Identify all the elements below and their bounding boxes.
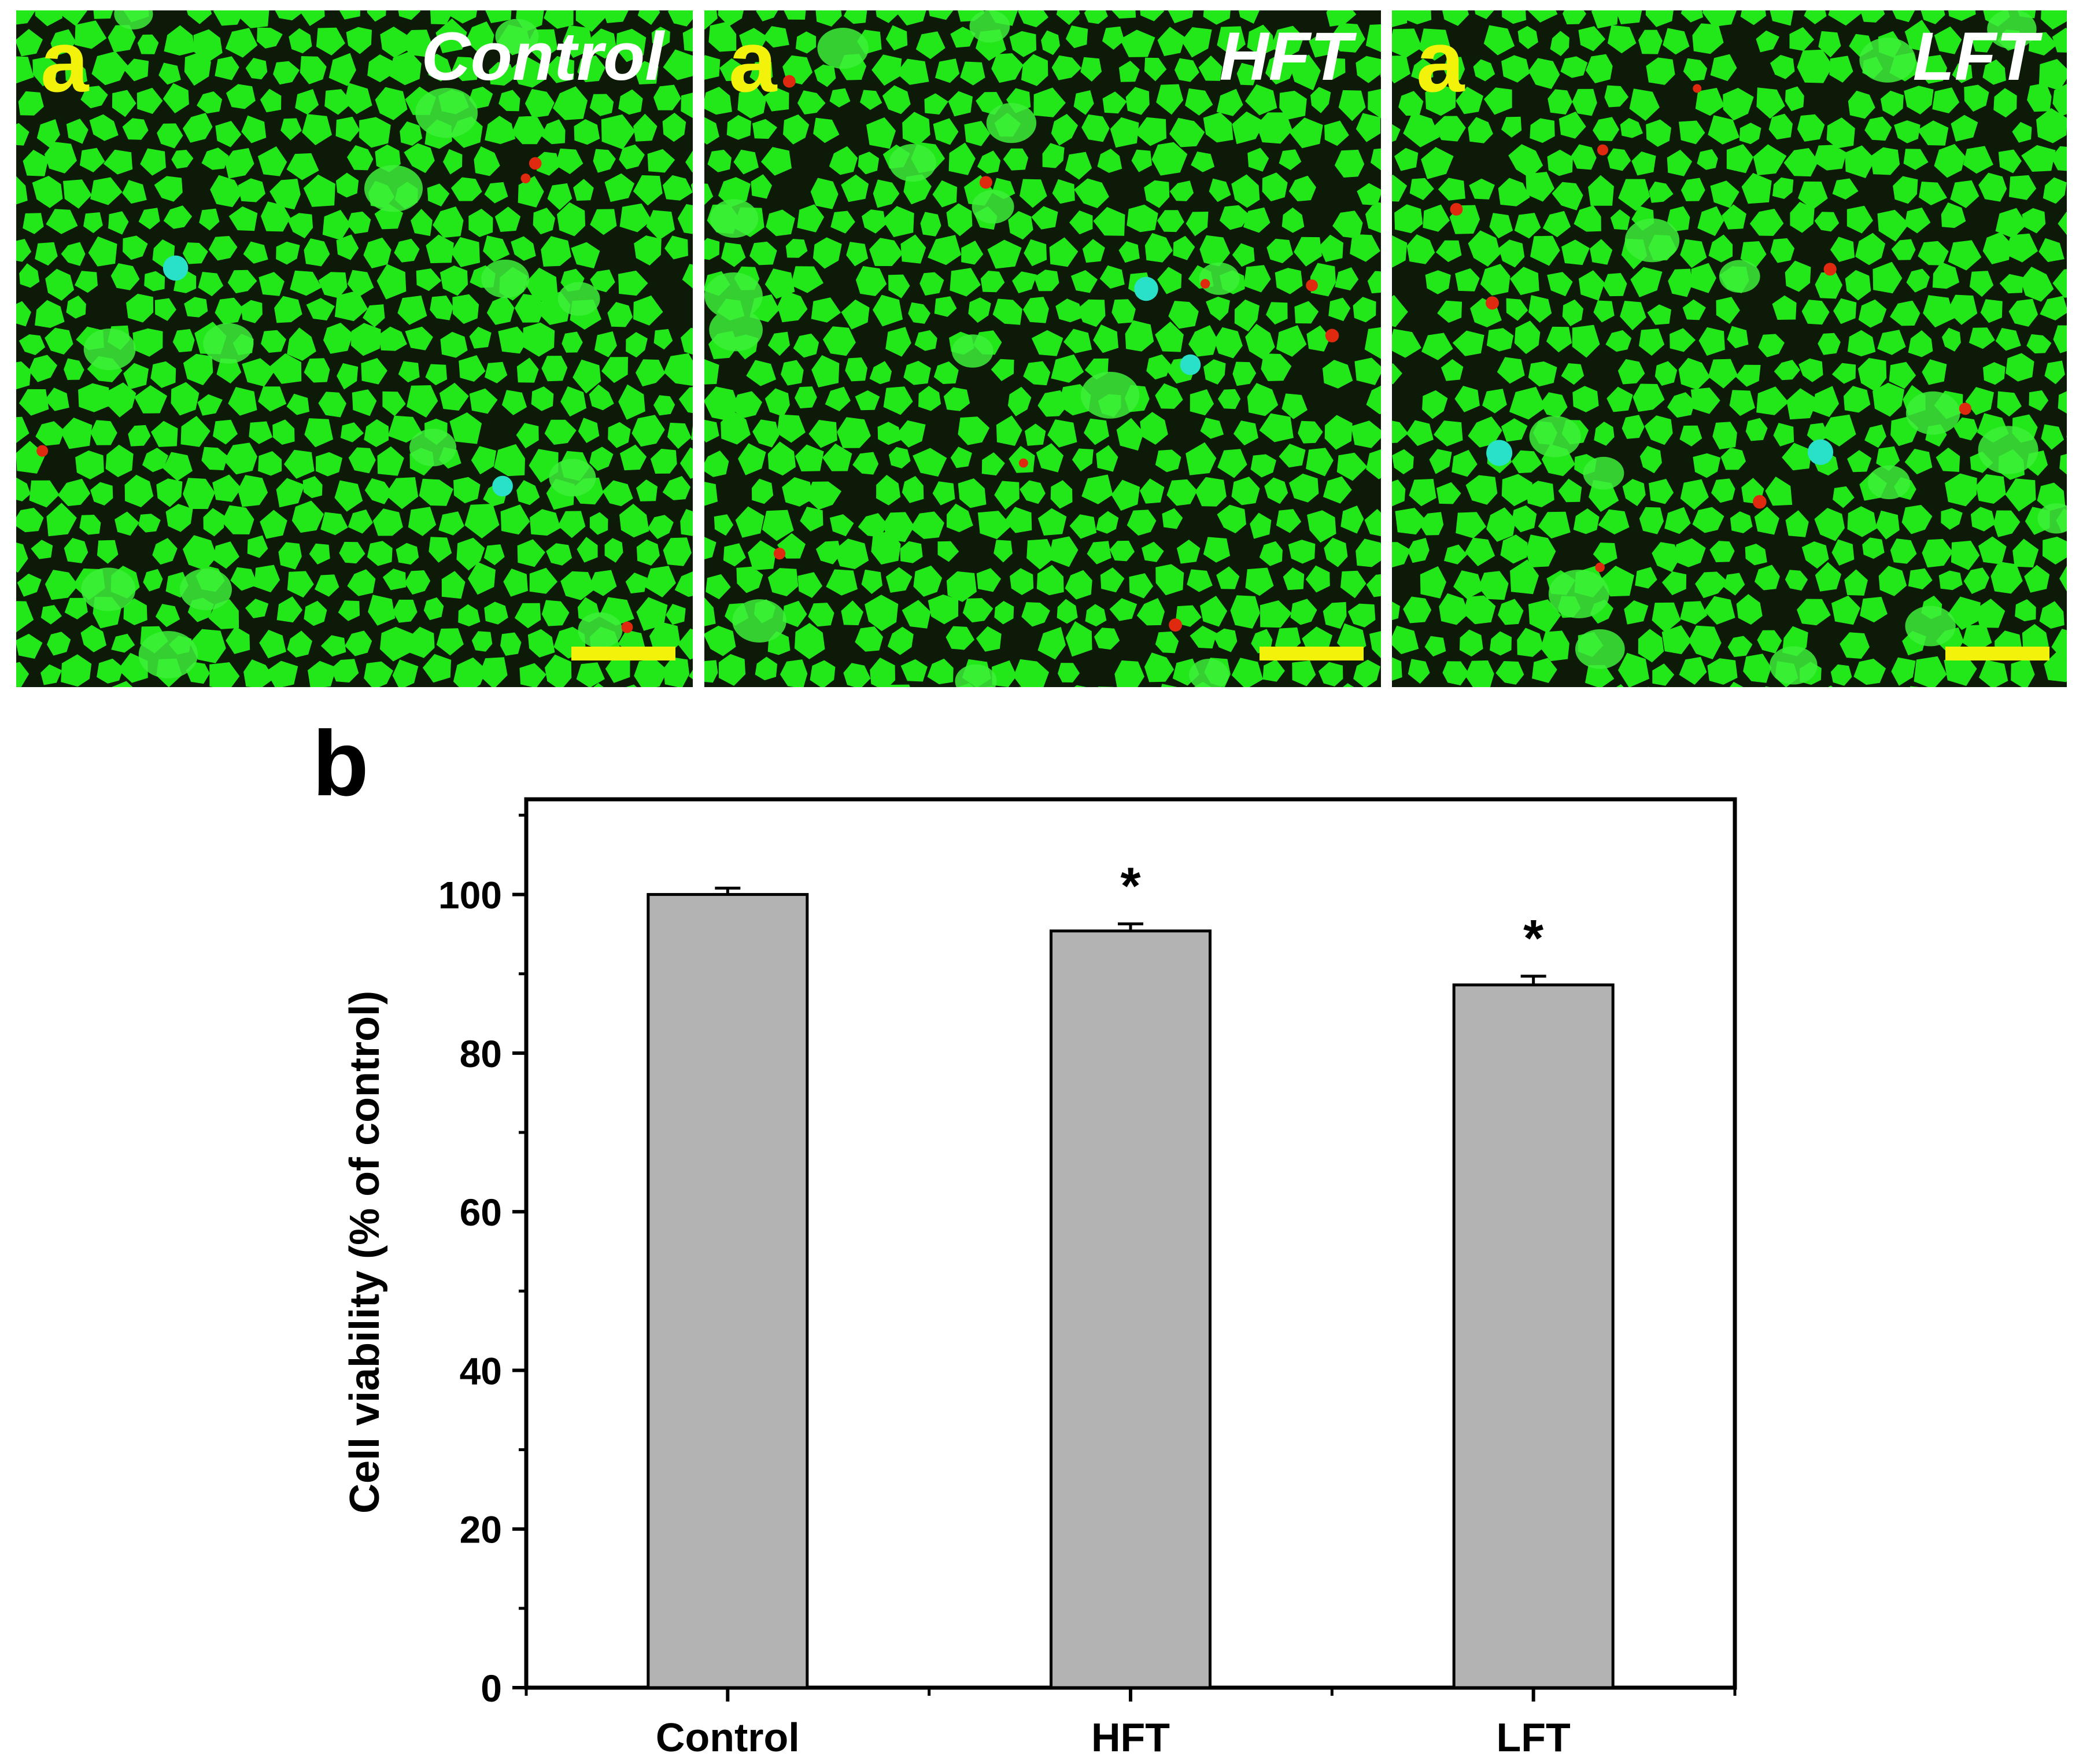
micrograph-hft: a HFT bbox=[704, 10, 1381, 687]
y-tick-label: 40 bbox=[460, 1349, 502, 1392]
significance-asterisk: * bbox=[1523, 910, 1543, 968]
chart-panel-letter: b bbox=[312, 711, 369, 815]
scale-bar bbox=[1260, 647, 1364, 660]
bar-control bbox=[647, 893, 809, 1689]
y-axis-label: Cell viability (% of control) bbox=[342, 991, 388, 1514]
confocal-micrograph-image bbox=[1392, 10, 2067, 687]
micrograph-panel-letter: a bbox=[729, 13, 778, 110]
micrograph-control: a Control bbox=[16, 10, 693, 687]
cyan-spot bbox=[162, 255, 189, 281]
dead-cell-marker bbox=[773, 548, 786, 560]
scale-bar bbox=[571, 647, 675, 660]
y-tick-label: 0 bbox=[481, 1667, 502, 1710]
significance-asterisk: * bbox=[1120, 857, 1140, 915]
confocal-micrograph-image bbox=[16, 10, 693, 687]
dead-cell-marker bbox=[1450, 202, 1463, 216]
dead-cell-marker bbox=[529, 157, 542, 170]
dead-cell-marker bbox=[1693, 84, 1702, 93]
bar-hft bbox=[1050, 929, 1212, 1689]
dead-cell-marker bbox=[1018, 458, 1028, 468]
dead-cell-marker bbox=[979, 176, 992, 189]
confocal-micrograph-image bbox=[704, 10, 1381, 687]
bar-lft bbox=[1452, 983, 1615, 1689]
dead-cell-marker bbox=[1169, 618, 1183, 632]
micrograph-condition-label: Control bbox=[422, 19, 666, 95]
cyan-spot bbox=[1134, 276, 1158, 301]
cyan-spot bbox=[1180, 354, 1201, 375]
dead-cell-marker bbox=[621, 621, 633, 633]
micrograph-lft: a LFT bbox=[1392, 10, 2067, 687]
dead-cell-marker bbox=[1200, 279, 1210, 289]
x-tick-label: Control bbox=[656, 1715, 800, 1760]
dead-cell-marker bbox=[1595, 562, 1605, 573]
x-tick-label: LFT bbox=[1497, 1715, 1571, 1760]
micrograph-panel-group: a Control a HFT a LFT bbox=[16, 10, 2067, 687]
dead-cell-marker bbox=[1959, 403, 1971, 415]
bar-chart: Cell viability (% of control) 0 20 40 60 80 1… bbox=[342, 797, 1737, 1760]
dead-cell-marker bbox=[1597, 144, 1608, 156]
x-tick-label: HFT bbox=[1091, 1715, 1170, 1760]
y-tick-label: 60 bbox=[460, 1191, 502, 1234]
dead-cell-marker bbox=[1823, 263, 1837, 276]
micrograph-panel-letter: a bbox=[1416, 13, 1465, 110]
dead-cell-marker bbox=[36, 445, 49, 457]
dead-cell-marker bbox=[1306, 279, 1318, 291]
scale-bar bbox=[1945, 647, 2049, 660]
cyan-spot bbox=[1486, 440, 1513, 466]
micrograph-panel-letter: a bbox=[40, 13, 90, 110]
dead-cell-marker bbox=[1325, 329, 1339, 342]
y-tick-label: 80 bbox=[460, 1032, 502, 1075]
cyan-spot bbox=[1807, 439, 1834, 465]
dead-cell-marker bbox=[1486, 296, 1499, 310]
y-tick-label: 100 bbox=[438, 874, 502, 917]
cyan-spot bbox=[492, 475, 513, 497]
micrograph-condition-label: LFT bbox=[1913, 19, 2043, 95]
micrograph-condition-label: HFT bbox=[1220, 19, 1357, 95]
y-tick-label: 20 bbox=[460, 1508, 502, 1551]
dead-cell-marker bbox=[520, 174, 531, 183]
dead-cell-marker bbox=[1753, 494, 1767, 509]
dead-cell-marker bbox=[782, 75, 796, 88]
